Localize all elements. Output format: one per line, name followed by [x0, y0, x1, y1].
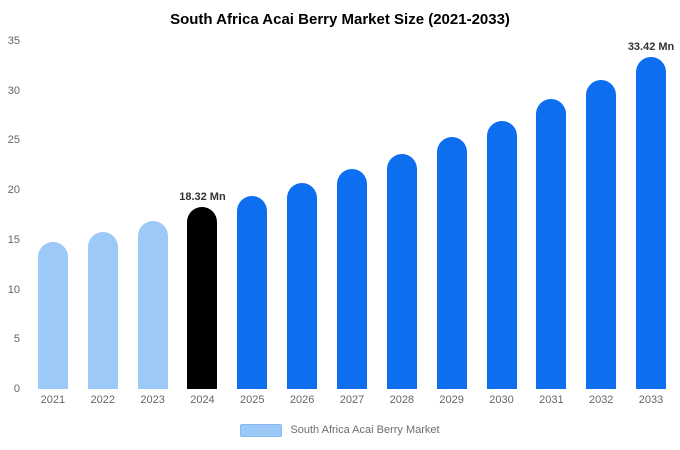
bar-slot	[78, 41, 128, 389]
bar-2028[interactable]	[386, 154, 417, 389]
x-tick-label: 2028	[389, 394, 415, 406]
chart-title: South Africa Acai Berry Market Size (202…	[170, 11, 510, 28]
legend-label: South Africa Acai Berry Market	[290, 424, 440, 436]
y-tick-label: 5	[13, 333, 20, 346]
bar-2025[interactable]	[237, 196, 268, 389]
y-axis: 0 5 10 15 20 25 30 35	[0, 35, 28, 395]
bar-slot	[427, 41, 477, 389]
legend-swatch-icon	[240, 423, 283, 437]
bar-slot	[128, 41, 178, 389]
y-tick-label: 35	[7, 35, 20, 47]
bar-slot	[576, 41, 626, 389]
bar-2026[interactable]	[287, 183, 318, 389]
x-tick-label: 2027	[339, 394, 365, 406]
x-tick-label: 2029	[439, 394, 464, 406]
bar-slot: 33.42 Mn	[626, 41, 676, 389]
bar-2023[interactable]	[137, 220, 168, 389]
bar-slot: 18.32 Mn	[178, 41, 228, 389]
x-tick-label: 2026	[289, 394, 315, 406]
legend-item[interactable]: South Africa Acai Berry Market	[0, 421, 680, 439]
bar-2021[interactable]	[37, 241, 68, 389]
x-tick-label: 2025	[240, 394, 265, 406]
y-tick-label: 0	[13, 383, 20, 395]
x-axis: 2021 2022 2023 2024 2025 2026 2027 2028 2029 2030…	[28, 389, 676, 411]
bar-slot	[526, 41, 576, 389]
y-tick-label: 25	[7, 134, 20, 147]
bar-2024[interactable]	[187, 206, 218, 389]
x-tick-label: 2032	[588, 394, 614, 406]
x-tick-label: 2023	[140, 394, 165, 406]
bar-2033[interactable]	[636, 57, 667, 389]
x-tick-label: 2024	[190, 394, 215, 406]
bar-slot	[277, 41, 327, 389]
y-tick-label: 10	[7, 283, 20, 296]
bar-slot	[227, 41, 277, 389]
x-tick-label: 2021	[40, 394, 66, 406]
bar-slot	[327, 41, 377, 389]
bar-2031[interactable]	[536, 98, 567, 389]
plot-area: 0 5 10 15 20 25 30 35 18.32 Mn 33.42 Mn	[0, 35, 676, 395]
bar-2030[interactable]	[486, 120, 517, 389]
x-tick-label: 2022	[90, 394, 115, 406]
bar-2032[interactable]	[586, 79, 617, 389]
y-tick-label: 20	[7, 184, 20, 197]
x-tick-label: 2030	[489, 394, 514, 406]
y-tick-label: 30	[7, 84, 20, 97]
x-tick-label: 2031	[539, 394, 564, 406]
bar-value-label: 33.42 Mn	[627, 41, 675, 53]
bar-slot	[377, 41, 427, 389]
bar-slot	[477, 41, 527, 389]
bar-slot	[28, 41, 78, 389]
bars-area: 18.32 Mn 33.42 Mn	[28, 41, 676, 389]
chart-container: South Africa Acai Berry Market Size (202…	[0, 11, 680, 439]
bar-value-label: 18.32 Mn	[179, 190, 226, 203]
bar-2029[interactable]	[436, 137, 467, 389]
x-tick-label: 2033	[638, 394, 664, 406]
bar-2027[interactable]	[336, 169, 367, 389]
y-tick-label: 15	[7, 233, 20, 246]
bar-2022[interactable]	[87, 231, 118, 389]
